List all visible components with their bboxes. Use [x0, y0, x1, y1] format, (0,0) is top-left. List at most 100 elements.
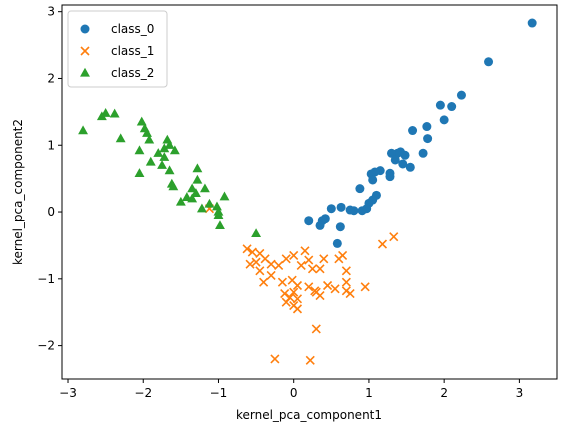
- class_0-point: [355, 184, 365, 194]
- class_2-point: [196, 203, 207, 213]
- class_2-point: [115, 133, 126, 143]
- class_1-point: [266, 259, 276, 269]
- class_2-point: [169, 145, 180, 155]
- class_2-point: [192, 163, 203, 173]
- class_0-point: [456, 90, 466, 100]
- legend: class_0 class_1 class_2: [67, 10, 168, 88]
- class_0-point: [357, 206, 367, 216]
- y-tick-label: −2: [37, 339, 55, 353]
- class_0-point: [484, 57, 494, 67]
- class_1-point: [251, 257, 261, 267]
- y-tick-label: 2: [47, 71, 55, 85]
- class_0-point: [335, 222, 345, 232]
- class_2-point: [192, 174, 203, 184]
- class_1-point: [277, 277, 287, 287]
- class_2-point: [159, 143, 170, 153]
- x-tick-label: −1: [210, 386, 228, 400]
- class_0-point: [418, 148, 428, 158]
- class_1-point: [305, 355, 315, 365]
- x-tick-label: 0: [290, 386, 298, 400]
- class_0-point: [405, 162, 415, 172]
- legend-label: class_1: [111, 44, 154, 58]
- class_2-point: [175, 196, 186, 206]
- class_0-point: [326, 204, 336, 214]
- class_2-legend-marker: [80, 67, 90, 77]
- class_2-point: [219, 191, 230, 201]
- x-tick-label: 1: [365, 386, 373, 400]
- class_1-point: [245, 259, 255, 269]
- class_2-point: [164, 140, 175, 149]
- class_2-point: [181, 192, 192, 201]
- class_1-legend-marker: [80, 46, 90, 56]
- class_1-point: [311, 324, 321, 334]
- class_1-point: [315, 264, 325, 274]
- legend-label: class_0: [111, 22, 154, 36]
- class_1-point: [289, 287, 299, 297]
- class_2-point: [109, 108, 120, 118]
- class_0-point: [315, 220, 325, 230]
- class_1-point: [341, 277, 351, 287]
- class_2-point: [215, 220, 225, 230]
- class_1-point: [292, 304, 303, 314]
- class_2-point: [164, 165, 175, 175]
- class_0-point: [332, 238, 342, 248]
- x-axis-label: kernel_pca_component1: [236, 408, 382, 422]
- class_0-point: [386, 148, 396, 158]
- class_2-point: [199, 183, 210, 193]
- class_1-point: [300, 246, 310, 256]
- class_1-point: [287, 275, 297, 285]
- class_1-point: [270, 354, 280, 364]
- class_0-legend-marker: [80, 24, 90, 34]
- class_1-point: [304, 255, 314, 265]
- class_1-point: [338, 250, 348, 261]
- axis-ticks: −3 −2 −1 0 1 2 3 −2 −1 0 1 2 3: [37, 5, 523, 400]
- class_1-point: [292, 294, 303, 304]
- legend-box: [67, 10, 168, 88]
- class_1-point: [307, 264, 318, 274]
- class_1-point: [274, 260, 284, 271]
- x-tick-label: −3: [59, 386, 77, 400]
- y-tick-label: 3: [47, 5, 55, 19]
- class_1-point: [281, 297, 291, 307]
- class_2-point: [78, 125, 89, 135]
- class_2-point: [134, 145, 145, 155]
- class_1-point: [247, 247, 257, 257]
- class_0-point: [304, 216, 314, 226]
- class_0-point: [345, 205, 355, 215]
- class_1-point: [389, 232, 399, 242]
- class_2-point: [145, 156, 156, 166]
- class_0-point: [422, 122, 432, 132]
- class_2-point: [96, 111, 107, 121]
- class_2-point: [157, 160, 167, 169]
- class_1-point: [310, 286, 320, 296]
- class_0-point: [390, 155, 400, 165]
- class_0-point: [398, 159, 408, 169]
- class_1-point: [255, 266, 265, 276]
- class_2-point: [168, 181, 179, 191]
- class_2-point: [153, 148, 164, 157]
- class_2-point: [212, 201, 222, 211]
- axes-frame: [61, 4, 558, 380]
- data-points: [78, 18, 537, 365]
- class_1-point: [322, 280, 333, 291]
- class_1-point: [345, 288, 355, 299]
- class_2-point: [136, 116, 147, 126]
- x-tick-label: 3: [516, 386, 524, 400]
- y-tick-label: −1: [37, 272, 55, 286]
- class_0-point: [447, 102, 457, 112]
- class_0-point: [368, 175, 378, 185]
- class_1-point: [281, 254, 291, 264]
- class_0-point: [423, 134, 433, 144]
- class_2-point: [213, 210, 224, 220]
- class_0-point: [408, 126, 418, 136]
- class_1-point: [377, 239, 388, 249]
- y-tick-label: 0: [47, 205, 55, 219]
- x-tick-label: −2: [134, 386, 152, 400]
- class_2-point: [204, 198, 215, 208]
- class_1-point: [296, 260, 306, 271]
- class_2-point: [251, 228, 262, 238]
- class_0-point: [385, 172, 395, 182]
- class_2-point: [187, 183, 198, 193]
- class_1-point: [360, 282, 370, 292]
